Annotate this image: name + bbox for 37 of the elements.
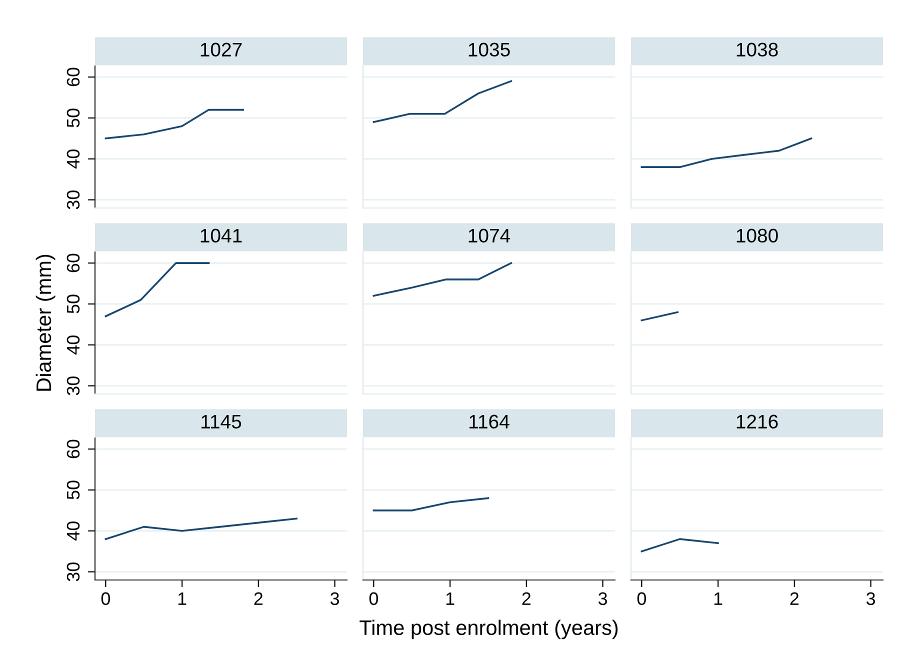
- x-tick-label: 1: [178, 592, 186, 605]
- line-series: [104, 108, 244, 140]
- y-tick-label: 50: [66, 480, 80, 500]
- chart-title: 1145: [202, 414, 242, 429]
- y-axis-title: Diameter (mm): [36, 254, 56, 391]
- x-tick-label: 3: [866, 592, 876, 606]
- x-tick-label: 0: [369, 592, 378, 606]
- chart-title: 1216: [736, 414, 778, 429]
- x-tick-label: 1: [446, 592, 454, 605]
- y-tick-label: 30: [66, 562, 80, 582]
- chart-title: 1038: [736, 42, 778, 57]
- chart-title: 1041: [200, 228, 242, 243]
- x-tick-label: 3: [598, 592, 608, 606]
- y-tick-label: 60: [66, 440, 80, 458]
- x-tick-label: 3: [330, 592, 340, 606]
- chart-title: 1074: [468, 228, 510, 243]
- line-series: [104, 518, 298, 540]
- y-tick-label: 50: [66, 108, 80, 128]
- x-tick-label: 2: [254, 592, 263, 605]
- y-tick-label: 40: [66, 336, 80, 355]
- chart-title: 1080: [736, 228, 778, 243]
- x-tick-label: 1: [714, 592, 722, 605]
- y-tick-label: 60: [66, 254, 80, 272]
- chart-title: 1164: [470, 414, 510, 429]
- x-tick-label: 0: [637, 592, 646, 606]
- y-tick-label: 50: [66, 294, 80, 314]
- x-axis-title: Time post enrolment (years): [360, 620, 618, 640]
- chart-title: 1027: [200, 42, 242, 57]
- chart-title: 1035: [468, 42, 510, 57]
- y-tick-label: 40: [66, 522, 80, 541]
- x-tick-label: 0: [101, 592, 110, 606]
- y-tick-label: 60: [66, 68, 80, 86]
- y-tick-label: 40: [66, 150, 80, 169]
- y-tick-label: 30: [66, 376, 80, 396]
- x-tick-label: 2: [522, 592, 531, 605]
- y-tick-label: 30: [66, 190, 80, 210]
- x-tick-label: 2: [790, 592, 799, 605]
